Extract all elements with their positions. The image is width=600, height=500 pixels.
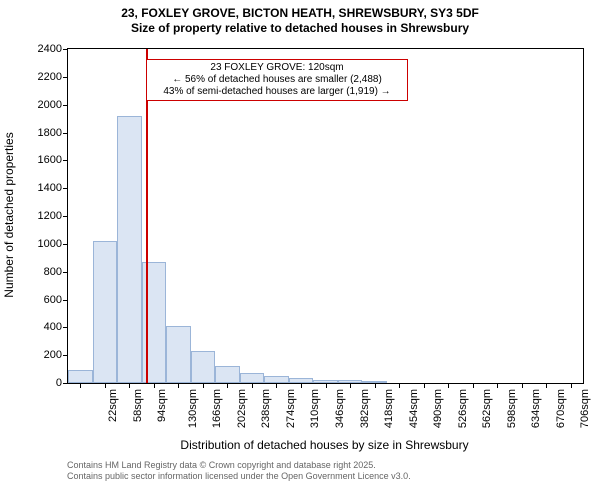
x-tick-mark <box>80 383 81 388</box>
x-tick-label: 346sqm <box>334 389 346 428</box>
annotation-line: 43% of semi-detached houses are larger (… <box>153 86 401 98</box>
x-tick-label: 202sqm <box>236 389 248 428</box>
y-tick-mark <box>63 77 68 78</box>
annotation-box: 23 FOXLEY GROVE: 120sqm← 56% of detached… <box>146 59 408 101</box>
x-tick-label: 94sqm <box>156 389 168 422</box>
y-tick-mark <box>63 49 68 50</box>
y-tick-mark <box>63 133 68 134</box>
x-tick-mark <box>424 383 425 388</box>
y-tick-mark <box>63 160 68 161</box>
x-tick-label: 526sqm <box>457 389 469 428</box>
x-tick-mark <box>105 383 106 388</box>
histogram-bar <box>93 241 118 383</box>
x-tick-label: 706sqm <box>579 389 591 428</box>
histogram-bar <box>362 381 387 383</box>
x-tick-label: 598sqm <box>506 389 518 428</box>
histogram-bar <box>313 380 338 383</box>
x-tick-label: 274sqm <box>285 389 297 428</box>
histogram-bar <box>240 373 265 383</box>
x-tick-mark <box>473 383 474 388</box>
histogram-bar <box>191 351 216 383</box>
title-line-1: 23, FOXLEY GROVE, BICTON HEATH, SHREWSBU… <box>0 6 600 21</box>
x-tick-label: 310sqm <box>310 389 322 428</box>
histogram-bar <box>117 116 142 383</box>
x-tick-mark <box>350 383 351 388</box>
y-tick-mark <box>63 188 68 189</box>
chart-title: 23, FOXLEY GROVE, BICTON HEATH, SHREWSBU… <box>0 6 600 36</box>
y-tick-mark <box>63 216 68 217</box>
x-tick-label: 490sqm <box>432 389 444 428</box>
x-tick-mark <box>571 383 572 388</box>
y-tick-mark <box>63 383 68 384</box>
x-tick-mark <box>203 383 204 388</box>
histogram-bar <box>338 380 363 383</box>
histogram-bar <box>166 326 191 383</box>
x-tick-mark <box>399 383 400 388</box>
x-tick-mark <box>154 383 155 388</box>
attribution-line-1: Contains HM Land Registry data © Crown c… <box>67 460 411 471</box>
histogram-bar <box>264 376 289 383</box>
x-tick-label: 22sqm <box>107 389 119 422</box>
title-line-2: Size of property relative to detached ho… <box>0 21 600 36</box>
plot-area: 0200400600800100012001400160018002000220… <box>67 48 584 384</box>
chart-container: 23, FOXLEY GROVE, BICTON HEATH, SHREWSBU… <box>0 0 600 500</box>
histogram-bar <box>215 366 240 383</box>
x-tick-label: 382sqm <box>359 389 371 428</box>
x-tick-mark <box>276 383 277 388</box>
y-tick-mark <box>63 272 68 273</box>
attribution-text: Contains HM Land Registry data © Crown c… <box>67 460 411 482</box>
x-tick-mark <box>546 383 547 388</box>
x-tick-label: 238sqm <box>261 389 273 428</box>
annotation-line: ← 56% of detached houses are smaller (2,… <box>153 74 401 86</box>
y-tick-mark <box>63 300 68 301</box>
annotation-line: 23 FOXLEY GROVE: 120sqm <box>153 62 401 74</box>
y-tick-mark <box>63 327 68 328</box>
x-tick-label: 166sqm <box>211 389 223 428</box>
x-tick-label: 418sqm <box>383 389 395 428</box>
x-tick-mark <box>129 383 130 388</box>
x-tick-label: 58sqm <box>132 389 144 422</box>
x-tick-mark <box>326 383 327 388</box>
y-axis-label: Number of detached properties <box>2 132 16 297</box>
x-tick-mark <box>178 383 179 388</box>
histogram-bar <box>68 370 93 383</box>
x-tick-label: 454sqm <box>408 389 420 428</box>
x-tick-label: 130sqm <box>187 389 199 428</box>
histogram-bar <box>289 378 314 383</box>
y-tick-mark <box>63 105 68 106</box>
x-tick-mark <box>375 383 376 388</box>
x-axis-label: Distribution of detached houses by size … <box>67 438 582 452</box>
x-tick-mark <box>227 383 228 388</box>
x-tick-label: 562sqm <box>481 389 493 428</box>
y-tick-mark <box>63 355 68 356</box>
x-tick-mark <box>448 383 449 388</box>
x-tick-label: 670sqm <box>555 389 567 428</box>
x-tick-mark <box>301 383 302 388</box>
x-tick-mark <box>252 383 253 388</box>
attribution-line-2: Contains public sector information licen… <box>67 471 411 482</box>
x-tick-mark <box>497 383 498 388</box>
y-tick-mark <box>63 244 68 245</box>
x-tick-mark <box>522 383 523 388</box>
x-tick-label: 634sqm <box>530 389 542 428</box>
